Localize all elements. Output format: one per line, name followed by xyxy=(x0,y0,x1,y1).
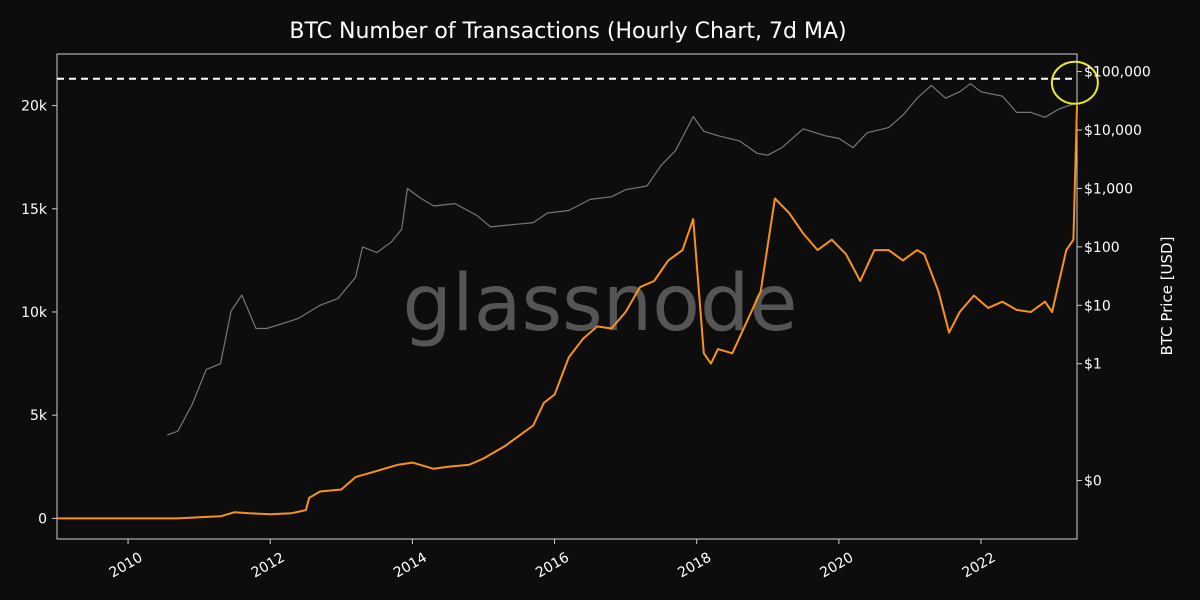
y2-tick-label: $10,000 xyxy=(1084,123,1142,139)
y-tick-label: 0 xyxy=(38,511,47,527)
highlight-circle xyxy=(1050,60,1099,105)
y2-tick-label: $10 xyxy=(1084,298,1111,314)
x-tick-label: 2010 xyxy=(107,550,146,582)
x-tick-label: 2012 xyxy=(249,550,288,582)
plot-frame xyxy=(56,53,1078,540)
right-axis-label: BTC Price [USD] xyxy=(1158,237,1176,356)
btc-price-series-line xyxy=(166,83,1074,436)
y-tick-label: 10k xyxy=(21,305,48,321)
transactions-series-line xyxy=(57,105,1078,520)
y-tick-label: 5k xyxy=(30,408,48,424)
y-tick-label: 15k xyxy=(21,202,48,218)
y2-tick-label: $1 xyxy=(1084,357,1102,373)
y2-tick-label: $0 xyxy=(1084,474,1102,490)
y2-tick-label: $100,000 xyxy=(1084,65,1151,81)
y2-tick-label: $1,000 xyxy=(1084,181,1133,197)
y2-tick-label: $100 xyxy=(1084,240,1120,256)
y-tick-label: 20k xyxy=(21,99,48,115)
x-tick-label: 2014 xyxy=(391,550,430,582)
x-tick-label: 2020 xyxy=(817,550,856,582)
watermark: glassnode xyxy=(403,259,798,349)
x-tick-label: 2016 xyxy=(533,550,572,582)
annotation-layer xyxy=(57,60,1099,105)
chart-title: BTC Number of Transactions (Hourly Chart… xyxy=(289,19,846,44)
series-layer xyxy=(57,83,1078,520)
x-tick-label: 2018 xyxy=(675,550,714,582)
x-tick-label: 2022 xyxy=(960,550,999,582)
